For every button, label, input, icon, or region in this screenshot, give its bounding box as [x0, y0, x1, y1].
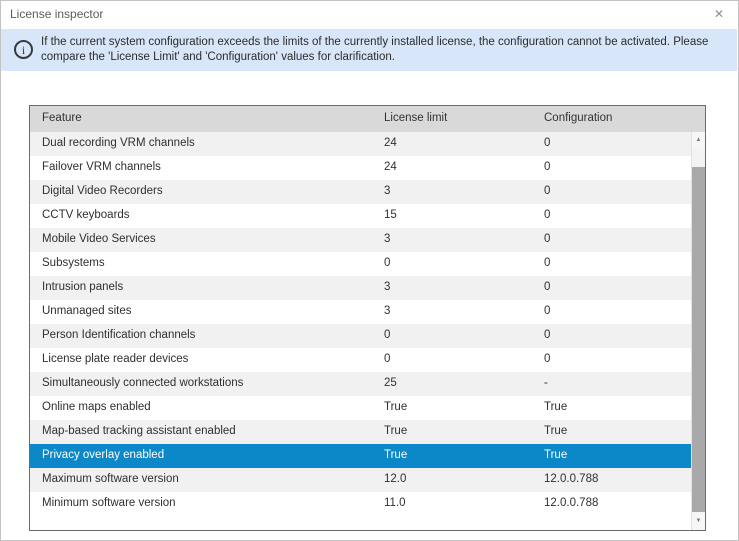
- cell-feature: Failover VRM channels: [42, 161, 161, 173]
- scroll-down-icon[interactable]: ▼: [692, 513, 705, 530]
- table-row[interactable]: Digital Video Recorders 3 0: [30, 180, 691, 204]
- cell-license-limit: 0: [384, 329, 391, 341]
- scrollbar-thumb[interactable]: [692, 167, 705, 512]
- cell-configuration: 12.0.0.788: [544, 473, 599, 485]
- table-row-selected[interactable]: Privacy overlay enabled True True: [30, 444, 691, 468]
- cell-configuration: 0: [544, 161, 551, 173]
- cell-configuration: 0: [544, 185, 551, 197]
- table-row[interactable]: Failover VRM channels 24 0: [30, 156, 691, 180]
- license-table: Feature License limit Configuration Dual…: [29, 105, 706, 531]
- cell-configuration: 0: [544, 305, 551, 317]
- cell-configuration: True: [544, 449, 568, 461]
- column-header-license-limit[interactable]: License limit: [384, 112, 448, 124]
- cell-feature: Privacy overlay enabled: [42, 449, 165, 461]
- cell-configuration: -: [544, 377, 548, 389]
- cell-feature: Simultaneously connected workstations: [42, 377, 244, 389]
- cell-license-limit: 12.0: [384, 473, 407, 485]
- column-header-feature[interactable]: Feature: [42, 112, 82, 124]
- cell-configuration: 12.0.0.788: [544, 497, 599, 509]
- cell-license-limit: 3: [384, 281, 391, 293]
- cell-feature: Mobile Video Services: [42, 233, 156, 245]
- cell-license-limit: 3: [384, 305, 391, 317]
- cell-license-limit: 0: [384, 353, 391, 365]
- table-row[interactable]: Subsystems 0 0: [30, 252, 691, 276]
- table-row[interactable]: License plate reader devices 0 0: [30, 348, 691, 372]
- cell-feature: CCTV keyboards: [42, 209, 130, 221]
- cell-configuration: 0: [544, 353, 551, 365]
- close-icon[interactable]: ✕: [713, 7, 725, 21]
- table-row[interactable]: Simultaneously connected workstations 25 -: [30, 372, 691, 396]
- cell-feature: Maximum software version: [42, 473, 179, 485]
- table-row[interactable]: Map-based tracking assistant enabled True…: [30, 420, 691, 444]
- table-row[interactable]: Online maps enabled True True: [30, 396, 691, 420]
- table-row[interactable]: Dual recording VRM channels 24 0: [30, 132, 691, 156]
- cell-feature: Intrusion panels: [42, 281, 124, 293]
- cell-configuration: 0: [544, 281, 551, 293]
- cell-feature: Person Identification channels: [42, 329, 196, 341]
- table-row[interactable]: Mobile Video Services 3 0: [30, 228, 691, 252]
- cell-feature: Unmanaged sites: [42, 305, 132, 317]
- table-row[interactable]: Unmanaged sites 3 0: [30, 300, 691, 324]
- table-row[interactable]: Person Identification channels 0 0: [30, 324, 691, 348]
- title-bar: License inspector ✕: [1, 1, 738, 29]
- table-header: Feature License limit Configuration: [30, 106, 705, 132]
- cell-configuration: 0: [544, 329, 551, 341]
- cell-feature: Map-based tracking assistant enabled: [42, 425, 236, 437]
- cell-configuration: 0: [544, 137, 551, 149]
- cell-configuration: 0: [544, 233, 551, 245]
- cell-feature: Minimum software version: [42, 497, 176, 509]
- table-row[interactable]: Minimum software version 11.0 12.0.0.788: [30, 492, 691, 516]
- cell-license-limit: 11.0: [384, 497, 406, 509]
- cell-license-limit: 24: [384, 137, 397, 149]
- cell-license-limit: 15: [384, 209, 397, 221]
- cell-feature: Online maps enabled: [42, 401, 151, 413]
- scroll-up-icon[interactable]: ▲: [692, 132, 705, 149]
- table-row[interactable]: CCTV keyboards 15 0: [30, 204, 691, 228]
- info-icon: i: [14, 40, 33, 59]
- table-body: Dual recording VRM channels 24 0 Failover V…: [30, 132, 691, 516]
- info-banner: i If the current system configuration ex…: [1, 29, 737, 71]
- vertical-scrollbar[interactable]: ▲ ▼: [691, 132, 705, 530]
- cell-configuration: 0: [544, 209, 551, 221]
- cell-configuration: True: [544, 425, 568, 437]
- info-banner-text: If the current system configuration exce…: [41, 36, 709, 63]
- cell-license-limit: 0: [384, 257, 391, 269]
- cell-configuration: True: [544, 401, 568, 413]
- cell-license-limit: 24: [384, 161, 397, 173]
- cell-license-limit: 3: [384, 233, 391, 245]
- table-row[interactable]: Maximum software version 12.0 12.0.0.788: [30, 468, 691, 492]
- window-title: License inspector: [10, 7, 104, 21]
- cell-feature: Digital Video Recorders: [42, 185, 163, 197]
- cell-configuration: 0: [544, 257, 551, 269]
- cell-license-limit: True: [384, 449, 408, 461]
- cell-feature: Dual recording VRM channels: [42, 137, 195, 149]
- cell-feature: Subsystems: [42, 257, 105, 269]
- table-row[interactable]: Intrusion panels 3 0: [30, 276, 691, 300]
- cell-license-limit: 25: [384, 377, 397, 389]
- cell-feature: License plate reader devices: [42, 353, 189, 365]
- cell-license-limit: True: [384, 425, 408, 437]
- column-header-configuration[interactable]: Configuration: [544, 112, 613, 124]
- cell-license-limit: 3: [384, 185, 391, 197]
- cell-license-limit: True: [384, 401, 408, 413]
